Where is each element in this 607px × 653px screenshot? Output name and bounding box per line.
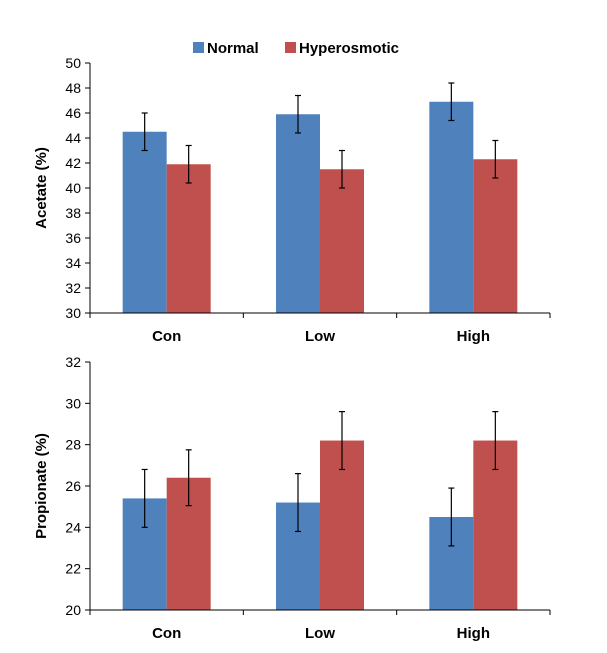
- y-tick-label: 30: [65, 395, 81, 411]
- bar-normal-high: [429, 101, 474, 313]
- legend-swatch-hyperosmotic: [285, 42, 296, 53]
- x-category-label-low: Low: [305, 625, 335, 642]
- bar-normal-con: [122, 131, 167, 313]
- x-category-label-con: Con: [152, 625, 181, 642]
- x-category-label-high: High: [457, 328, 490, 345]
- y-tick-label: 40: [65, 180, 81, 196]
- bar-normal-low: [276, 114, 320, 313]
- bar-hyperosmotic-high: [473, 159, 518, 313]
- y-axis-title: Propionate (%): [33, 433, 50, 539]
- y-tick-label: 28: [65, 437, 81, 453]
- y-axis-title: Acetate (%): [33, 147, 50, 229]
- x-category-label-con: Con: [152, 328, 181, 345]
- chart-panel-2: 20 22 24 26 28 30 32 Con Low High Propionate (%): [33, 354, 551, 642]
- bar-hyperosmotic-low: [320, 169, 364, 313]
- y-tick-label: 32: [65, 354, 81, 370]
- y-tick-label: 44: [65, 130, 81, 146]
- y-tick-label: 22: [65, 561, 81, 577]
- y-tick-label: 34: [65, 255, 81, 271]
- y-tick-label: 20: [65, 602, 81, 618]
- y-tick-label: 36: [65, 230, 81, 246]
- x-category-label-low: Low: [305, 328, 335, 345]
- legend-label-hyperosmotic: Hyperosmotic: [299, 40, 399, 57]
- x-category-label-high: High: [457, 625, 490, 642]
- legend-label-normal: Normal: [207, 40, 259, 57]
- chart-panel-1: 30 32 34 36 38 40 42 44 46 48 50 Con Low High Acetate …: [33, 55, 551, 345]
- y-tick-label: 26: [65, 478, 81, 494]
- y-tick-label: 38: [65, 205, 81, 221]
- bar-hyperosmotic-con: [166, 164, 211, 313]
- legend: Normal Hyperosmotic: [193, 40, 399, 57]
- y-tick-label: 42: [65, 155, 81, 171]
- y-tick-label: 24: [65, 519, 81, 535]
- y-tick-label: 32: [65, 280, 81, 296]
- y-tick-label: 46: [65, 105, 81, 121]
- y-tick-label: 50: [65, 55, 81, 71]
- legend-swatch-normal: [193, 42, 204, 53]
- y-tick-label: 30: [65, 305, 81, 321]
- y-tick-label: 48: [65, 80, 81, 96]
